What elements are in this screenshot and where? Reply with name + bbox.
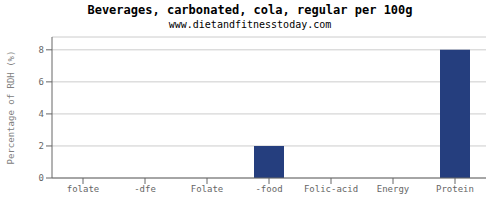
svg-text:-food: -food <box>255 184 282 194</box>
svg-text:4: 4 <box>39 109 44 119</box>
svg-text:folate: folate <box>67 184 100 194</box>
svg-text:Protein: Protein <box>436 184 474 194</box>
svg-text:Energy: Energy <box>377 184 410 194</box>
html-text:Beverages, carbonated, cola, r: Beverages, carbonated, cola, regular per… <box>87 3 413 17</box>
svg-text:8: 8 <box>39 45 44 55</box>
svg-text:Folic-acid: Folic-acid <box>304 184 358 194</box>
svg-text:6: 6 <box>39 77 44 87</box>
svg-text:0: 0 <box>39 173 44 183</box>
svg-text:Percentage of RDH (%): Percentage of RDH (%) <box>8 51 16 165</box>
svg-text:Folate: Folate <box>191 184 224 194</box>
html-text:www.dietandfitnesstoday.com: www.dietandfitnesstoday.com <box>168 19 332 30</box>
svg-text:2: 2 <box>39 141 44 151</box>
svg-text:-dfe: -dfe <box>134 184 156 194</box>
